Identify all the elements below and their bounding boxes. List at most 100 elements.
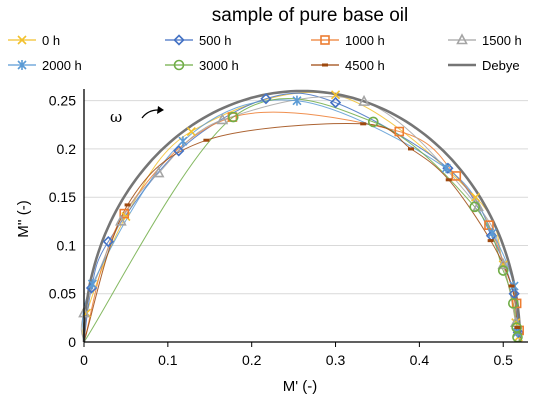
data-point — [514, 326, 521, 330]
series-lines — [80, 91, 521, 343]
legend-item: 3000 h — [165, 58, 239, 73]
legend-item: 2000 h — [8, 58, 82, 73]
omega-annotation: ω — [110, 106, 164, 126]
dash-mark — [322, 63, 328, 67]
data-point — [451, 171, 462, 181]
legend-marker — [456, 33, 468, 45]
data-point — [115, 214, 127, 226]
x-tick-label: 0.1 — [158, 352, 178, 368]
legend-item: 1500 h — [448, 33, 522, 48]
data-point — [330, 90, 341, 100]
data-point — [292, 95, 302, 106]
y-tick-label: 0 — [68, 334, 76, 350]
data-point — [508, 284, 515, 288]
series-markers — [78, 90, 524, 343]
data-point — [360, 122, 367, 126]
legend-item: 500 h — [165, 33, 232, 48]
legend-label: 500 h — [199, 33, 232, 48]
data-point — [358, 94, 370, 106]
series-line — [83, 123, 518, 343]
legend-item: 0 h — [8, 33, 60, 48]
tick-labels: 0 0.05 0.1 0.15 0.2 0.25 0 0.1 0.2 0.3 0.4 0.5 — [49, 93, 513, 368]
data-point — [469, 201, 481, 213]
data-point — [441, 163, 451, 174]
x-axis-label: M' (-) — [283, 378, 318, 395]
legend-label: 4500 h — [345, 58, 385, 73]
legend-item: 4500 h — [311, 58, 385, 73]
legend-label: 1500 h — [482, 33, 522, 48]
series-line — [83, 98, 518, 343]
data-point — [102, 235, 114, 248]
data-point — [173, 145, 185, 157]
data-point — [394, 126, 405, 137]
data-point — [408, 147, 414, 151]
data-point — [119, 208, 130, 219]
legend-item: 1000 h — [311, 33, 385, 48]
debye-line — [82, 89, 522, 343]
omega-label: ω — [110, 108, 122, 126]
x-tick-label: 0.3 — [326, 352, 346, 368]
data-point — [203, 138, 210, 142]
dash-mark — [124, 203, 131, 207]
data-point — [216, 113, 229, 125]
data-point — [367, 116, 379, 128]
data-point — [507, 298, 519, 309]
x-tick-label: 0 — [80, 352, 88, 368]
data-point — [487, 227, 497, 238]
legend-marker — [320, 35, 330, 45]
y-tick-label: 0.2 — [57, 141, 77, 157]
y-tick-label: 0.05 — [49, 286, 76, 302]
y-axis-label: M'' (-) — [15, 200, 32, 237]
legend-marker — [17, 35, 27, 45]
y-tick-label: 0.25 — [49, 93, 76, 109]
data-point — [124, 203, 131, 207]
omega-arrow — [141, 109, 159, 119]
series-line — [82, 91, 519, 343]
axes — [83, 89, 528, 347]
data-point — [186, 126, 196, 137]
series-line — [82, 99, 518, 343]
data-point — [470, 192, 481, 202]
legend-label: 3000 h — [199, 58, 239, 73]
data-point — [329, 96, 342, 109]
data-point — [227, 111, 239, 123]
series-line — [80, 96, 517, 343]
legend-label: Debye — [482, 58, 520, 73]
data-point — [260, 93, 272, 105]
dash-mark — [487, 239, 494, 243]
dash-mark — [514, 326, 521, 330]
data-point — [445, 178, 452, 182]
x-tick-label: 0.2 — [242, 352, 262, 368]
data-point — [178, 136, 188, 147]
x-tick-label: 0.5 — [493, 352, 513, 368]
data-point — [87, 279, 97, 290]
legend-label: 1000 h — [345, 33, 385, 48]
legend-marker — [322, 63, 328, 67]
dash-mark — [445, 178, 452, 182]
y-tick-label: 0.1 — [57, 237, 77, 253]
data-point — [487, 239, 494, 243]
dash-mark — [203, 138, 210, 142]
series-line — [83, 92, 519, 343]
legend-label: 2000 h — [42, 58, 82, 73]
series-line — [83, 111, 521, 343]
data-point — [497, 258, 510, 270]
legend-item: Debye — [448, 58, 520, 73]
x-tick-label: 0.4 — [410, 352, 430, 368]
data-point — [152, 166, 165, 178]
legend: 0 h 500 h 1000 h 1500 h 2000 h 3000 h 4500 h De… — [8, 33, 522, 73]
gridlines — [84, 100, 528, 295]
debye-curve — [82, 89, 522, 343]
dash-mark — [360, 122, 367, 126]
y-tick-label: 0.15 — [49, 189, 76, 205]
omega-arrowhead — [157, 106, 164, 114]
dash-mark — [408, 147, 414, 151]
data-point — [497, 265, 509, 276]
legend-marker — [173, 59, 185, 71]
legend-label: 0 h — [42, 33, 60, 48]
legend-marker — [173, 34, 185, 46]
legend-marker — [17, 60, 27, 70]
dash-mark — [508, 284, 515, 288]
chart-title: sample of pure base oil — [212, 5, 408, 26]
